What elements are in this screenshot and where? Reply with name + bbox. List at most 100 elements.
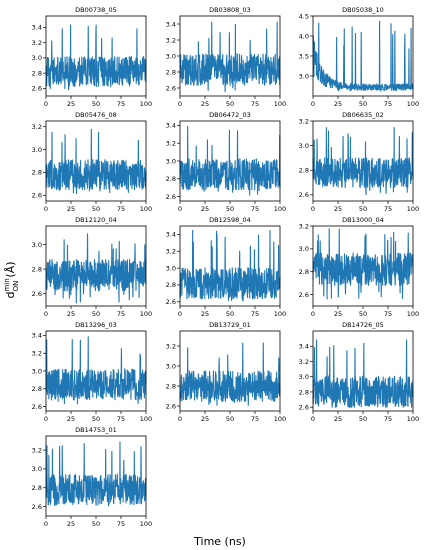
- panel-db13000-04: DB13000_04 0 25 50 75 100 2.6 2.8 3.0 3.2: [299, 216, 420, 318]
- y-axis-label-sup: min: [3, 278, 11, 291]
- x-tick-label: 25: [334, 205, 342, 213]
- x-tick-label: 25: [334, 415, 342, 423]
- x-tick-label: 50: [226, 415, 234, 423]
- x-tick-label: 50: [92, 415, 100, 423]
- panel-db14753-01: DB14753_01 0 25 50 75 100 2.6 2.8 3.0 3.2: [32, 426, 153, 528]
- y-tick-label: 2.8: [299, 268, 309, 276]
- data-series-line: [312, 127, 414, 196]
- y-tick-label: 2.8: [166, 382, 176, 390]
- y-tick-label: 3.0: [166, 157, 176, 165]
- y-tick-label: 3.0: [32, 465, 42, 473]
- x-tick-label: 75: [117, 310, 125, 318]
- y-tick-label: 2.6: [32, 192, 42, 200]
- y-tick-label: 3.2: [32, 350, 42, 358]
- y-tick-label: 3.0: [32, 146, 42, 154]
- x-tick-label: 75: [117, 520, 125, 528]
- x-axis-label: Time (ns): [193, 535, 246, 548]
- x-tick-label: 25: [67, 100, 75, 108]
- y-tick-label: 2.6: [299, 291, 309, 299]
- data-series-line: [45, 336, 147, 405]
- x-tick-label: 75: [251, 205, 259, 213]
- x-tick-label: 0: [178, 415, 182, 423]
- x-tick-label: 25: [334, 310, 342, 318]
- panel-title: DB12120_04: [75, 216, 117, 224]
- x-tick-label: 50: [226, 100, 234, 108]
- x-tick-label: 50: [92, 205, 100, 213]
- x-tick-label: 75: [117, 415, 125, 423]
- y-tick-label: 3.0: [299, 373, 309, 381]
- x-tick-label: 25: [67, 205, 75, 213]
- y-tick-label: 4.5: [299, 12, 309, 20]
- y-tick-label: 2.6: [166, 298, 176, 306]
- y-tick-label: 2.8: [166, 175, 176, 183]
- x-tick-label: 25: [67, 310, 75, 318]
- x-tick-label: 75: [384, 310, 392, 318]
- y-tick-label: 4.0: [299, 32, 309, 40]
- x-tick-label: 100: [140, 310, 152, 318]
- data-series-line: [179, 342, 281, 406]
- y-tick-label: 3.2: [299, 117, 309, 125]
- panel-db06635-02: DB06635_02 0 25 50 75 100 2.6 2.8 3.0 3.2: [299, 111, 420, 213]
- x-tick-label: 100: [140, 100, 152, 108]
- x-tick-label: 75: [117, 205, 125, 213]
- x-tick-label: 25: [201, 100, 209, 108]
- y-tick-label: 3.2: [166, 36, 176, 44]
- y-tick-label: 3.2: [166, 342, 176, 350]
- x-tick-label: 25: [67, 520, 75, 528]
- data-series-line: [45, 441, 147, 507]
- y-tick-label: 3.0: [32, 54, 42, 62]
- x-tick-label: 0: [311, 310, 315, 318]
- x-tick-label: 50: [359, 100, 367, 108]
- y-axis-label-sub: ON: [12, 281, 20, 292]
- x-tick-label: 100: [407, 100, 419, 108]
- x-tick-label: 25: [334, 100, 342, 108]
- x-tick-label: 75: [384, 415, 392, 423]
- panel-title: DB13729_01: [209, 321, 251, 329]
- y-tick-label: 3.2: [166, 140, 176, 148]
- y-tick-label: 3.2: [32, 123, 42, 131]
- y-tick-label: 2.6: [32, 85, 42, 93]
- x-tick-label: 100: [274, 100, 286, 108]
- x-tick-label: 75: [384, 205, 392, 213]
- y-tick-label: 2.6: [166, 84, 176, 92]
- x-tick-label: 0: [44, 520, 48, 528]
- data-series-line: [312, 228, 414, 300]
- y-tick-label: 3.4: [166, 20, 176, 28]
- x-tick-label: 100: [140, 415, 152, 423]
- y-tick-label: 2.6: [299, 191, 309, 199]
- y-tick-label: 3.0: [299, 72, 309, 80]
- y-tick-label: 3.0: [166, 264, 176, 272]
- y-tick-label: 3.0: [32, 367, 42, 375]
- x-tick-label: 0: [178, 310, 182, 318]
- x-tick-label: 100: [407, 205, 419, 213]
- x-tick-label: 0: [311, 100, 315, 108]
- y-tick-label: 2.8: [32, 265, 42, 273]
- x-tick-label: 75: [384, 100, 392, 108]
- x-tick-label: 0: [311, 205, 315, 213]
- x-tick-label: 75: [251, 415, 259, 423]
- y-tick-label: 2.6: [166, 402, 176, 410]
- y-tick-label: 3.4: [299, 343, 309, 351]
- panel-title: DB05476_08: [75, 111, 117, 119]
- panel-db05476-08: DB05476_08 0 25 50 75 100 2.6 2.8 3.0 3.2: [32, 111, 153, 213]
- y-tick-label: 2.6: [32, 403, 42, 411]
- x-tick-label: 100: [274, 415, 286, 423]
- panel-title: DB12598_04: [209, 216, 251, 224]
- x-tick-label: 50: [359, 415, 367, 423]
- y-axis-label-unit: (Å): [4, 261, 17, 277]
- panel-db14726-05: DB14726_05 0 25 50 75 100 2.6 2.8 3.0 3.2 3.4: [299, 321, 420, 423]
- y-tick-label: 3.0: [299, 142, 309, 150]
- x-tick-label: 100: [274, 205, 286, 213]
- data-series-line: [45, 233, 147, 304]
- panel-title: DB06472_03: [209, 111, 251, 119]
- data-series-line: [45, 24, 147, 91]
- data-series-line: [179, 125, 281, 196]
- x-tick-label: 100: [407, 310, 419, 318]
- x-tick-label: 25: [201, 415, 209, 423]
- y-axis-label-main: d: [4, 292, 17, 299]
- panel-title: DB13000_04: [342, 216, 384, 224]
- data-series-line: [45, 128, 147, 195]
- y-tick-label: 3.0: [166, 52, 176, 60]
- y-tick-label: 2.6: [32, 290, 42, 298]
